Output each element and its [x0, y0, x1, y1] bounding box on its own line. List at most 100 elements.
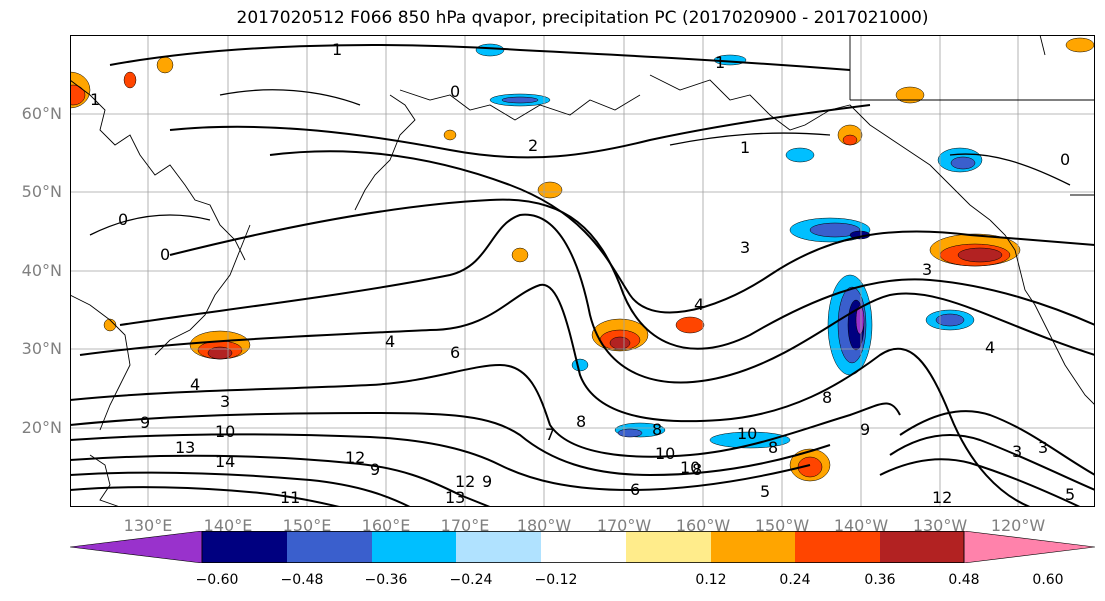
precip-region: [617, 428, 643, 438]
contour-label: 9: [140, 413, 150, 432]
precip-region: [537, 181, 563, 199]
precip-region: [207, 346, 233, 360]
lon-label-160w: 160°W: [675, 516, 731, 535]
colorbar-extend-high: [963, 531, 1095, 563]
contour-label: 0: [118, 210, 128, 229]
contour-label: 11: [280, 488, 300, 507]
contour-label: 10: [737, 424, 757, 443]
contour-label: 4: [385, 332, 395, 351]
contour-label: 12: [345, 448, 365, 467]
colorbar-tick-label: 0.12: [695, 572, 727, 588]
contour-label: 14: [215, 452, 235, 471]
colorbar-segment: [541, 531, 626, 563]
precip-region: [70, 84, 86, 106]
contour-6-gyre: [79, 283, 1031, 507]
contour-thin-b: [219, 89, 361, 106]
coastline-philippines: [89, 454, 121, 507]
lon-label-160e: 160°E: [361, 516, 411, 535]
precip-region: [709, 431, 791, 449]
map-frame: [70, 35, 1095, 507]
lon-label-130w: 130°W: [912, 516, 968, 535]
contour-label: 3: [1012, 442, 1022, 461]
contour-label: 8: [692, 460, 702, 479]
contour-label: 9: [860, 420, 870, 439]
colorbar-tick-label: −0.12: [534, 572, 578, 588]
coastline-alaska: [649, 74, 991, 221]
precip-region: [895, 86, 925, 104]
contour-label: 8: [768, 438, 778, 457]
colorbar-segment: [202, 531, 287, 563]
contour-label: 9: [370, 460, 380, 479]
precip-region: [809, 222, 861, 238]
coastline-north-america: [989, 219, 1095, 406]
qvapor-contours: [70, 44, 1095, 507]
precip-region: [501, 96, 539, 104]
contour-label: 1: [715, 53, 725, 72]
precip-region: [571, 358, 589, 372]
contour-12-belt: [70, 454, 491, 507]
contour-label: 10: [655, 444, 675, 463]
contour-east-3: [879, 458, 1081, 507]
precip-region: [123, 71, 137, 89]
colorbar-tick-label: −0.60: [195, 572, 239, 588]
lon-label-130e: 130°E: [123, 516, 173, 535]
contour-13-belt: [70, 471, 411, 507]
lon-label-140e: 140°E: [203, 516, 253, 535]
colorbar-tick-label: −0.24: [449, 572, 493, 588]
precip-region: [842, 134, 858, 146]
qvapor-contours-thin: [89, 89, 1071, 236]
colorbar-tick-label: −0.48: [280, 572, 324, 588]
contour-8-belt: [70, 363, 901, 458]
colorbar-segment: [626, 531, 711, 563]
contour-2-north: [169, 104, 871, 159]
lon-label-150e: 150°E: [282, 516, 332, 535]
contour-label: 9: [482, 472, 492, 491]
precip-region: [855, 305, 865, 335]
contour-thin-d: [949, 153, 1071, 186]
border-canada: [849, 35, 1095, 196]
precip-region: [1065, 37, 1095, 53]
colorbar-tick-label: 0.36: [864, 572, 896, 588]
contour-label: 6: [450, 343, 460, 362]
contour-thin-a: [89, 214, 211, 236]
contour-label: 0: [450, 82, 460, 101]
coastline-siberia: [70, 79, 246, 261]
contour-label: 3: [922, 260, 932, 279]
lon-label-120w: 120°W: [990, 516, 1046, 535]
contour-label: 10: [680, 458, 700, 477]
contour-label: 1: [90, 90, 100, 109]
contour-10-belt: [70, 433, 811, 492]
contour-14-belt: [70, 486, 341, 507]
colorbar-segment: [711, 531, 795, 563]
colorbar-tick-label: −0.36: [364, 572, 408, 588]
colorbar-segment: [372, 531, 456, 563]
lat-label-60n: 60°N: [21, 104, 62, 123]
contour-label: 0: [1060, 150, 1070, 169]
precip-region: [785, 147, 815, 163]
precip-region: [443, 129, 457, 141]
contour-label-layer: 1 1 1 0 0 0 0 1 2 3 3 4 4 4 6 4 3 9 10 1…: [90, 40, 1075, 507]
coastline-kamchatka: [354, 94, 416, 211]
contour-label: 4: [694, 295, 704, 314]
colorbar-tick-label: 0.24: [779, 572, 811, 588]
contour-label: 4: [985, 338, 995, 357]
precip-region: [475, 43, 505, 57]
lat-lon-gridlines: [70, 35, 1095, 507]
precip-region: [675, 316, 705, 334]
colorbar-segment: [287, 531, 372, 563]
contour-label: 13: [175, 438, 195, 457]
lon-label-170e: 170°E: [440, 516, 490, 535]
contour-thin-c: [669, 132, 831, 146]
contour-4-gyre: [119, 213, 1095, 384]
precip-region: [511, 247, 529, 263]
contour-label: 8: [822, 388, 832, 407]
contour-9-belt: [70, 411, 831, 477]
precip-region: [156, 56, 174, 74]
lon-label-140w: 140°W: [833, 516, 889, 535]
contour-3-gyre: [169, 198, 1095, 350]
contour-east-2: [889, 434, 1095, 491]
contour-label: 6: [630, 480, 640, 499]
precip-region: [609, 336, 631, 350]
contour-label: 3: [1038, 438, 1048, 457]
contour-label: 3: [220, 392, 230, 411]
